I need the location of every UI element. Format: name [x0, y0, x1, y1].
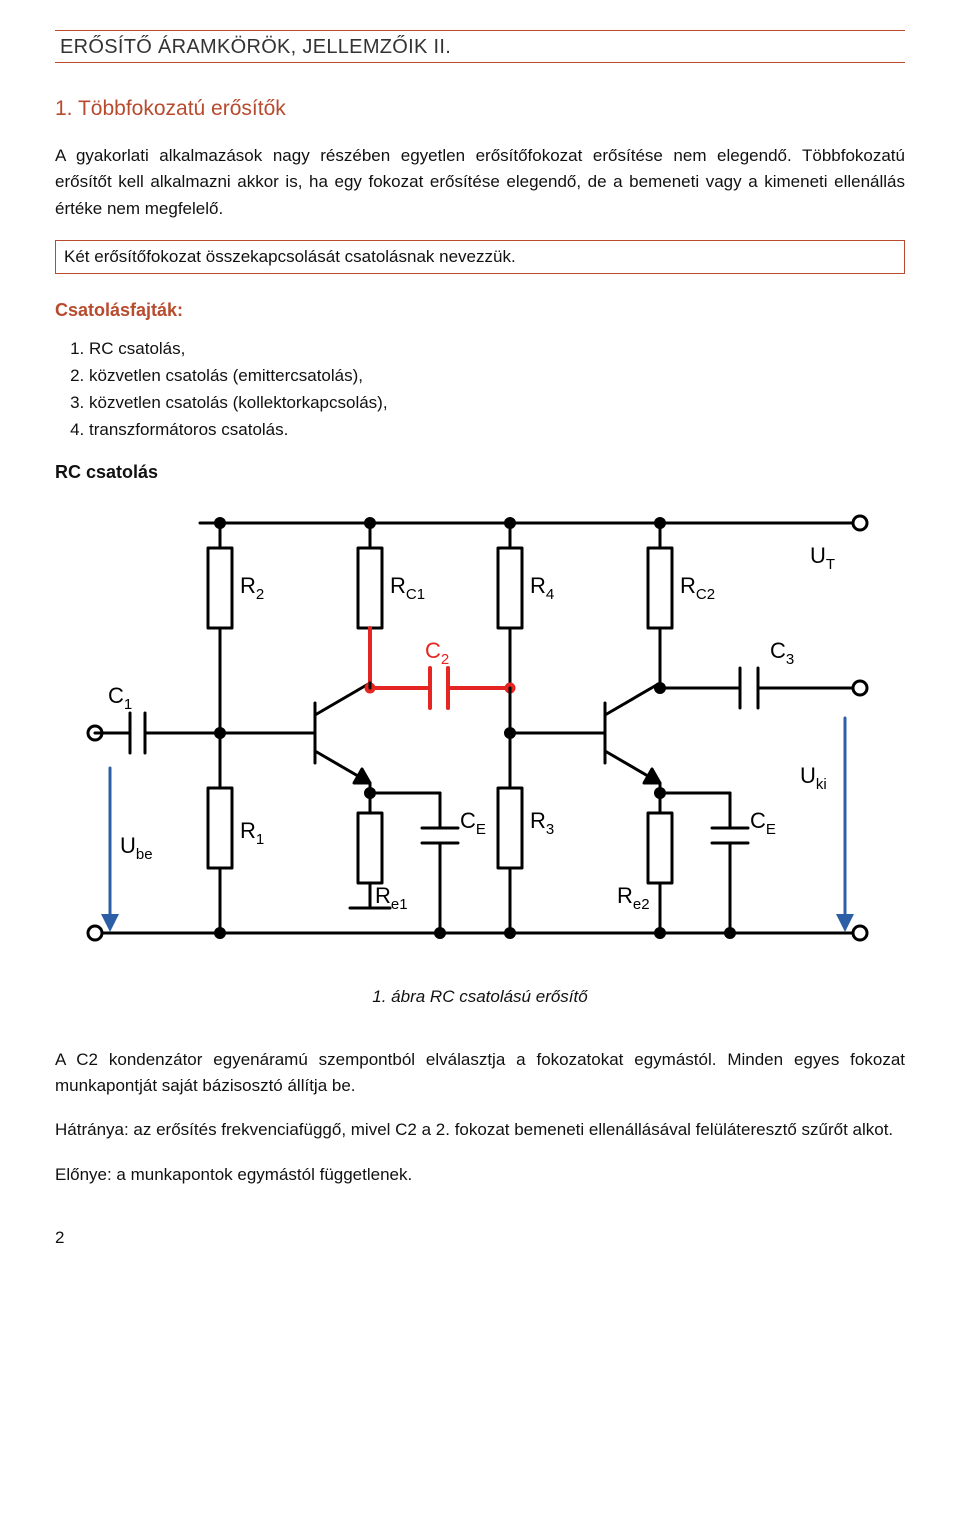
paragraph-advantage: Előnye: a munkapontok egymástól függetle…: [55, 1162, 905, 1188]
paragraph-c2: A C2 kondenzátor egyenáramú szempontból …: [55, 1047, 905, 1100]
paragraph-disadvantage: Hátránya: az erősítés frekvenciafüggő, m…: [55, 1117, 905, 1143]
list-item: közvetlen csatolás (emittercsatolás),: [89, 362, 905, 389]
list-item: RC csatolás,: [89, 335, 905, 362]
section-heading: 1. Többfokozatú erősítők: [55, 97, 905, 121]
definition-box: Két erősítőfokozat összekapcsolását csat…: [55, 240, 905, 274]
label-r1: R1: [240, 818, 264, 848]
paragraph-intro: A gyakorlati alkalmazások nagy részében …: [55, 143, 905, 222]
subheading-types: Csatolásfajták:: [55, 300, 905, 321]
label-rc1: RC1: [390, 573, 425, 603]
label-ce1: CE: [460, 808, 486, 838]
label-c1: C1: [108, 683, 132, 713]
label-ut: UT: [810, 543, 835, 573]
circuit-svg: R2 RC1 R4 RC2 UT C2 C3 C1 Ube R1 CE Re1 …: [70, 493, 890, 973]
label-c2: C2: [425, 638, 449, 668]
label-uki: Uki: [800, 763, 827, 793]
label-rc2: RC2: [680, 573, 715, 603]
list-item: közvetlen csatolás (kollektorkapcsolás),: [89, 389, 905, 416]
page-number: 2: [55, 1228, 905, 1248]
figure-caption: 1. ábra RC csatolású erősítő: [55, 987, 905, 1007]
label-ube: Ube: [120, 833, 153, 863]
subheading-rc: RC csatolás: [55, 462, 905, 483]
label-r4: R4: [530, 573, 554, 603]
label-re2: Re2: [617, 883, 650, 913]
page-title: ERŐSÍTŐ ÁRAMKÖRÖK, JELLEMZŐIK II.: [60, 36, 451, 58]
label-ce2: CE: [750, 808, 776, 838]
circuit-figure: R2 RC1 R4 RC2 UT C2 C3 C1 Ube R1 CE Re1 …: [55, 493, 905, 973]
list-item: transzformátoros csatolás.: [89, 416, 905, 443]
label-r3: R3: [530, 808, 554, 838]
label-r2: R2: [240, 573, 264, 603]
page-header: ERŐSÍTŐ ÁRAMKÖRÖK, JELLEMZŐIK II.: [55, 34, 905, 63]
label-c3: C3: [770, 638, 794, 668]
coupling-types-list: RC csatolás, közvetlen csatolás (emitter…: [55, 335, 905, 444]
